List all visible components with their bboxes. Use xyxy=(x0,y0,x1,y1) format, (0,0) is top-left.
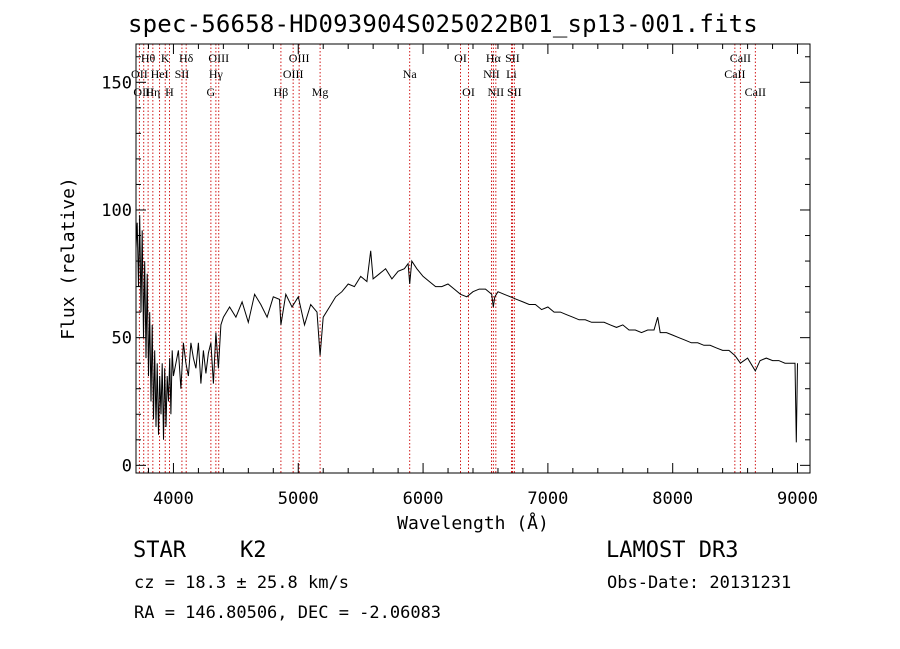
line-label-15: Mg xyxy=(312,85,329,99)
line-label-25: CaII xyxy=(730,51,751,65)
x-tick-label: 8000 xyxy=(652,489,693,509)
line-label-26: CaII xyxy=(724,67,745,81)
line-label-10: Hγ xyxy=(209,67,224,81)
x-tick-label: 5000 xyxy=(278,489,319,509)
observation-date: Obs-Date: 20131231 xyxy=(607,573,792,593)
line-label-11: G xyxy=(207,85,216,99)
spectrum-line xyxy=(135,215,798,443)
line-label-17: OI xyxy=(454,51,467,65)
spectral-subclass: K2 xyxy=(240,538,267,563)
survey-name: LAMOST DR3 xyxy=(606,538,739,563)
line-label-0: Hθ xyxy=(141,51,156,65)
line-label-16: Na xyxy=(403,67,418,81)
line-label-22: SII xyxy=(505,51,520,65)
object-type: STAR xyxy=(133,538,186,563)
x-tick-label: 4000 xyxy=(153,489,194,509)
y-tick-label: 150 xyxy=(101,73,132,93)
y-tick-label: 100 xyxy=(101,201,132,221)
line-label-13: OIII xyxy=(283,67,304,81)
y-tick-label: 50 xyxy=(112,329,132,349)
line-label-24: SII xyxy=(507,85,522,99)
x-axis-label: Wavelength (Å) xyxy=(397,512,549,534)
y-axis-label: Flux (relative) xyxy=(58,177,79,340)
line-label-27: CaII xyxy=(745,85,766,99)
line-label-7: SII xyxy=(175,67,190,81)
line-label-4: K xyxy=(161,51,170,65)
line-label-14: Hβ xyxy=(274,85,289,99)
x-tick-label: 6000 xyxy=(403,489,444,509)
line-label-5: HeI xyxy=(151,67,169,81)
line-label-1: OII xyxy=(131,67,148,81)
line-label-18: OI xyxy=(462,85,475,99)
line-label-3: Hη xyxy=(145,85,160,99)
x-tick-label: 7000 xyxy=(527,489,568,509)
line-label-12: OIII xyxy=(289,51,310,65)
chart-title: spec-56658-HD093904S025022B01_sp13-001.f… xyxy=(128,10,758,38)
line-label-21: NII xyxy=(488,85,505,99)
line-label-2: OIII xyxy=(133,85,154,99)
line-label-20: NII xyxy=(483,67,500,81)
plot-frame xyxy=(135,43,811,474)
coordinates: RA = 146.80506, DEC = -2.06083 xyxy=(134,603,442,623)
line-label-8: Hδ xyxy=(179,51,194,65)
redshift-cz: cz = 18.3 ± 25.8 km/s xyxy=(134,573,349,593)
y-tick-label: 0 xyxy=(122,456,132,476)
line-label-9: OIII xyxy=(208,51,229,65)
line-label-23: Li xyxy=(506,67,517,81)
line-label-19: Hα xyxy=(486,51,502,65)
x-tick-label: 9000 xyxy=(777,489,818,509)
line-label-6: H xyxy=(165,85,174,99)
